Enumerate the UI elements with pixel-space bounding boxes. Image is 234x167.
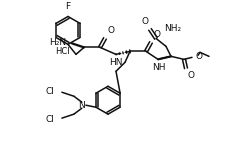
Text: F: F <box>66 3 71 12</box>
Text: H₂N: H₂N <box>49 38 66 47</box>
Text: NH₂: NH₂ <box>164 24 181 33</box>
Text: O: O <box>141 17 148 26</box>
Text: HN: HN <box>109 58 123 67</box>
Text: Cl: Cl <box>45 115 54 124</box>
Text: N: N <box>78 101 85 110</box>
Text: O: O <box>188 71 195 80</box>
Text: NH: NH <box>152 63 166 72</box>
Text: HCl: HCl <box>55 47 70 56</box>
Text: O: O <box>153 30 160 39</box>
Text: O: O <box>107 26 114 35</box>
Text: O: O <box>195 52 202 61</box>
Text: Cl: Cl <box>45 87 54 96</box>
